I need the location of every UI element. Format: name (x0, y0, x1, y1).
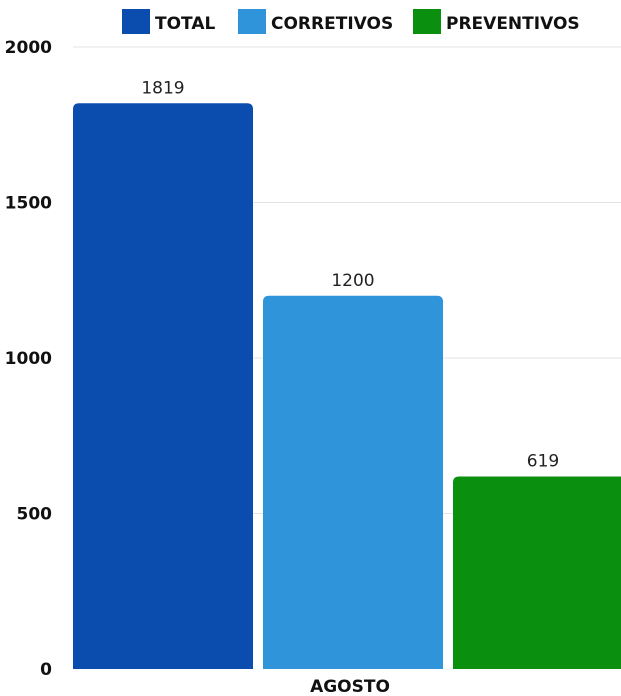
legend-label-preventivos: PREVENTIVOS (446, 14, 580, 34)
bars (73, 103, 621, 669)
bar-preventivos (453, 476, 621, 669)
x-category-label: AGOSTO (310, 677, 390, 696)
legend: TOTAL CORRETIVOS PREVENTIVOS (122, 9, 580, 34)
y-axis-ticks: 0 500 1000 1500 2000 (5, 38, 52, 680)
y-tick-label: 0 (40, 660, 52, 680)
bar-total (73, 103, 253, 669)
data-label-preventivos: 619 (527, 451, 559, 471)
legend-label-corretivos: CORRETIVOS (271, 14, 393, 34)
bar-corretivos (263, 295, 443, 669)
data-labels: 1819 1200 619 (141, 78, 559, 471)
y-tick-label: 1500 (5, 194, 52, 214)
legend-swatch-preventivos (413, 9, 441, 34)
legend-swatch-corretivos (238, 9, 266, 34)
y-tick-label: 500 (17, 505, 53, 525)
legend-swatch-total (122, 9, 150, 34)
y-tick-label: 1000 (5, 349, 52, 369)
data-label-total: 1819 (141, 78, 184, 98)
data-label-corretivos: 1200 (331, 271, 374, 291)
legend-label-total: TOTAL (155, 14, 215, 34)
y-tick-label: 2000 (5, 38, 52, 58)
